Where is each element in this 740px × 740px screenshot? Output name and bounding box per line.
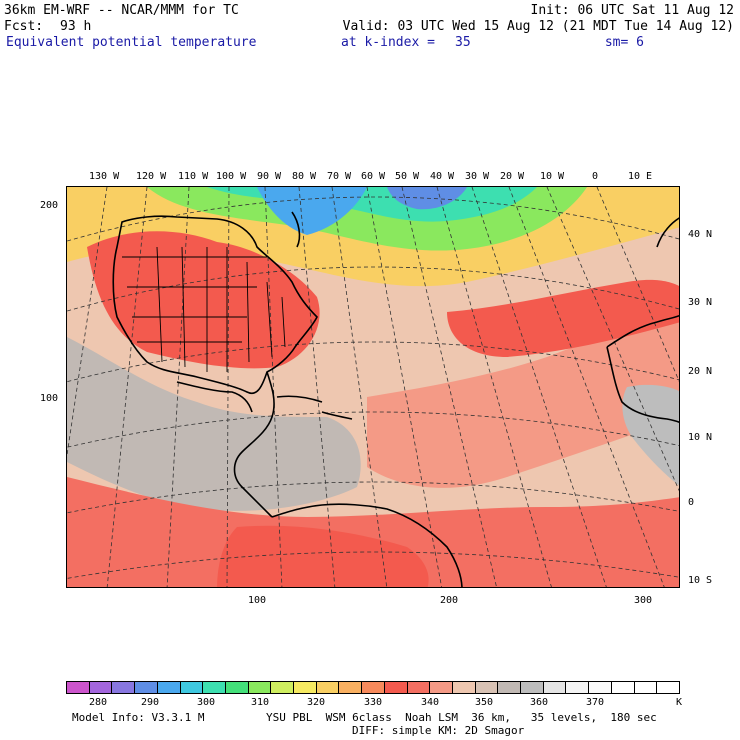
colorbar-segment — [180, 682, 204, 693]
colorbar-segment — [589, 682, 612, 693]
colorbar-segment — [225, 682, 249, 693]
physics-info: YSU PBL WSM 6class Noah LSM 36 km, 35 le… — [266, 711, 657, 724]
grid-x-label: 300 — [634, 595, 653, 606]
field-band — [257, 187, 367, 235]
colorbar-label: 330 — [364, 697, 383, 708]
colorbar-segment — [566, 682, 590, 693]
field-band — [447, 279, 679, 357]
colorbar-segment — [407, 682, 431, 693]
colorbar-segment — [498, 682, 522, 693]
colorbar-segment — [657, 682, 679, 693]
lat-label: 30 N — [688, 297, 713, 308]
colorbar-segment — [67, 682, 90, 693]
lat-label: 10 S — [688, 575, 713, 586]
smoothing-label: sm= 6 — [604, 35, 644, 50]
valid-time: Valid: 03 UTC Wed 15 Aug 12 (21 MDT Tue … — [342, 19, 734, 34]
field-band — [67, 337, 361, 511]
init-time: Init: 06 UTC Sat 11 Aug 12 — [530, 3, 735, 18]
grid-x-label: 200 — [440, 595, 459, 606]
colorbar-label: 320 — [307, 697, 326, 708]
colorbar-label: 290 — [141, 697, 160, 708]
field-band — [622, 384, 679, 486]
grid-x-label: 100 — [248, 595, 267, 606]
colorbar-segment — [475, 682, 499, 693]
lon-label: 130 W — [89, 171, 120, 182]
field-band — [87, 231, 320, 369]
lon-label: 110 W — [178, 171, 209, 182]
lon-label: 70 W — [327, 171, 352, 182]
graticule — [67, 187, 679, 587]
lon-label: 60 W — [361, 171, 386, 182]
model-info: Model Info: V3.3.1 M — [72, 711, 205, 724]
lon-label: 10 W — [540, 171, 565, 182]
lat-label: 40 N — [688, 229, 713, 240]
map-panel — [66, 186, 680, 588]
coastlines — [112, 211, 679, 587]
colorbar-segment — [89, 682, 113, 693]
colorbar-segment — [611, 682, 635, 693]
colorbar-segment — [543, 682, 567, 693]
colorbar-segment — [203, 682, 226, 693]
colorbar-segment — [384, 682, 408, 693]
colorbar-segment — [452, 682, 476, 693]
colorbar-segment — [294, 682, 317, 693]
political-borders — [122, 246, 286, 372]
colorbar-label: 340 — [421, 697, 440, 708]
lon-label: 10 E — [628, 171, 653, 182]
theta-e-map — [67, 187, 679, 587]
colorbar-unit: K — [676, 697, 683, 708]
forecast-hours: 93 h — [60, 19, 92, 34]
lon-label: 80 W — [292, 171, 317, 182]
colorbar-segment — [112, 682, 136, 693]
lon-label: 40 W — [430, 171, 455, 182]
lon-label: 50 W — [395, 171, 420, 182]
lat-label: 20 N — [688, 366, 713, 377]
colorbar-segment — [316, 682, 340, 693]
colorbar-segment — [135, 682, 158, 693]
field-band — [367, 317, 679, 488]
colorbar-segment — [430, 682, 453, 693]
level-value: 35 — [455, 35, 471, 50]
colorbar-segment — [157, 682, 181, 693]
colorbar-segment — [248, 682, 272, 693]
lon-label: 120 W — [136, 171, 167, 182]
colorbar-label: 360 — [530, 697, 549, 708]
lon-label: 90 W — [257, 171, 282, 182]
lon-label: 20 W — [500, 171, 525, 182]
lon-label: 100 W — [216, 171, 247, 182]
colorbar-segment — [362, 682, 385, 693]
grid-y-label: 100 — [40, 393, 59, 404]
colorbar-label: 350 — [475, 697, 494, 708]
field-band — [217, 525, 429, 587]
colorbar-label: 370 — [586, 697, 605, 708]
colorbar-segment — [339, 682, 363, 693]
lat-label: 10 N — [688, 432, 713, 443]
colorbar-label: 300 — [197, 697, 216, 708]
lat-label: 0 — [688, 497, 695, 508]
lon-label: 0 — [592, 171, 599, 182]
diffusion-info: DIFF: simple KM: 2D Smagor — [352, 724, 525, 737]
colorbar-segment — [271, 682, 295, 693]
grid-y-label: 200 — [40, 200, 59, 211]
colorbar — [66, 681, 680, 694]
level-label: at k-index = — [341, 35, 435, 50]
forecast-label: Fcst: — [4, 19, 44, 34]
field-name: Equivalent potential temperature — [6, 35, 257, 50]
lon-label: 30 W — [465, 171, 490, 182]
model-title: 36km EM-WRF -- NCAR/MMM for TC — [4, 3, 239, 18]
field-band — [67, 477, 679, 587]
colorbar-label: 310 — [251, 697, 270, 708]
colorbar-segment — [521, 682, 544, 693]
colorbar-segment — [634, 682, 658, 693]
colorbar-label: 280 — [89, 697, 108, 708]
